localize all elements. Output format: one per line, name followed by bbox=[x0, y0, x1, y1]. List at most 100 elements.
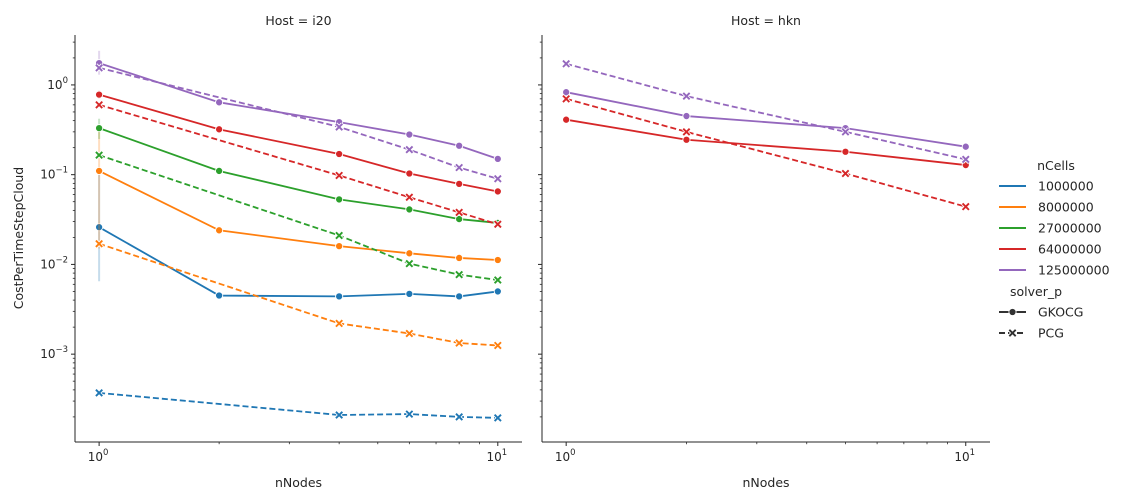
legend-title-ncells: nCells bbox=[1037, 158, 1075, 173]
legend: nCells 1000000 8000000 27000000 64000000 1250… bbox=[999, 158, 1110, 341]
legend-label: 125000000 bbox=[1038, 263, 1110, 278]
series-27000000-gkocg bbox=[95, 118, 502, 227]
data-point bbox=[95, 90, 104, 99]
data-point bbox=[405, 410, 414, 418]
data-point bbox=[493, 154, 502, 163]
data-point bbox=[405, 130, 414, 139]
data-point bbox=[95, 151, 103, 160]
data-point bbox=[455, 253, 464, 263]
data-point bbox=[95, 389, 103, 397]
data-point bbox=[493, 341, 502, 350]
y-axis-label: CostPerTimeStepCloud bbox=[11, 167, 26, 309]
data-point bbox=[562, 88, 571, 97]
y-tick-label: 10−3 bbox=[40, 345, 68, 361]
data-point bbox=[405, 259, 414, 268]
series-8000000-gkocg bbox=[95, 131, 502, 265]
data-point bbox=[405, 193, 414, 202]
data-point bbox=[493, 174, 502, 183]
panel-hkn: Host = hkn 100 101 nNodes bbox=[538, 13, 990, 490]
data-point bbox=[841, 127, 850, 136]
x-tick-label: 101 bbox=[954, 448, 975, 464]
data-point bbox=[961, 202, 970, 211]
series-64000000-pcg bbox=[561, 94, 971, 212]
data-point bbox=[455, 215, 464, 224]
data-point bbox=[335, 242, 344, 251]
data-point bbox=[335, 149, 344, 159]
data-point bbox=[335, 292, 344, 301]
series-27000000-pcg bbox=[94, 150, 503, 285]
legend-label: 8000000 bbox=[1038, 200, 1094, 215]
data-point bbox=[215, 125, 224, 134]
x-axis-label: nNodes bbox=[742, 475, 789, 490]
data-point bbox=[961, 155, 970, 164]
data-point bbox=[493, 187, 502, 196]
data-point bbox=[335, 123, 344, 131]
legend-label: GKOCG bbox=[1038, 305, 1083, 320]
data-point bbox=[493, 255, 502, 265]
data-point bbox=[95, 63, 103, 72]
data-point bbox=[455, 339, 464, 347]
data-point bbox=[682, 111, 691, 121]
data-point bbox=[961, 142, 970, 151]
legend-label: 64000000 bbox=[1038, 242, 1102, 257]
data-point bbox=[455, 413, 464, 421]
data-point bbox=[455, 141, 464, 150]
y-tick-label: 10−1 bbox=[40, 166, 68, 182]
data-point bbox=[682, 135, 691, 144]
series-125000000-gkocg bbox=[95, 50, 502, 163]
series-line bbox=[99, 392, 498, 419]
data-point bbox=[682, 92, 691, 101]
data-point bbox=[95, 166, 104, 176]
x-tick-label: 100 bbox=[88, 448, 109, 464]
x-tick-label: 101 bbox=[486, 448, 507, 464]
series-line bbox=[98, 242, 498, 347]
data-point bbox=[562, 115, 571, 124]
data-point bbox=[95, 239, 103, 248]
x-tick-label: 100 bbox=[555, 448, 576, 464]
data-point bbox=[455, 163, 464, 172]
series-line bbox=[98, 226, 498, 298]
data-point bbox=[493, 287, 502, 296]
data-point bbox=[335, 195, 344, 204]
data-point bbox=[455, 292, 464, 301]
legend-circle-marker bbox=[1008, 307, 1017, 317]
y-tick-label: 10−2 bbox=[40, 255, 68, 271]
data-point bbox=[405, 145, 414, 154]
data-point bbox=[335, 231, 344, 240]
series-8000000-pcg bbox=[94, 239, 503, 350]
panel-title: Host = i20 bbox=[265, 13, 331, 28]
legend-label: 1000000 bbox=[1038, 179, 1094, 194]
data-point bbox=[455, 208, 464, 217]
data-point bbox=[335, 171, 344, 180]
legend-label: PCG bbox=[1038, 326, 1064, 341]
data-point bbox=[493, 276, 502, 284]
data-point bbox=[215, 98, 224, 107]
series-line bbox=[565, 97, 966, 208]
series-line bbox=[566, 118, 966, 166]
series-line bbox=[98, 62, 499, 160]
series-line bbox=[98, 103, 499, 226]
data-point bbox=[841, 147, 850, 156]
data-point bbox=[405, 289, 414, 298]
series-line bbox=[565, 91, 966, 148]
data-point bbox=[562, 59, 571, 68]
data-point bbox=[682, 127, 691, 136]
series-line bbox=[98, 127, 498, 224]
data-point bbox=[405, 169, 414, 178]
data-point bbox=[95, 124, 104, 133]
data-point bbox=[493, 414, 502, 422]
series-125000000-gkocg bbox=[562, 88, 970, 151]
data-point bbox=[95, 223, 104, 232]
legend-title-solver: solver_p bbox=[1010, 284, 1062, 299]
data-point bbox=[455, 270, 464, 279]
data-point bbox=[215, 166, 224, 176]
series-125000000-pcg bbox=[94, 63, 503, 184]
series-64000000-pcg bbox=[94, 100, 503, 229]
data-point bbox=[335, 319, 344, 328]
data-point bbox=[95, 100, 103, 109]
data-point bbox=[455, 179, 464, 188]
panel-title: Host = hkn bbox=[731, 13, 801, 28]
series-line bbox=[98, 93, 498, 193]
series-125000000-pcg bbox=[561, 59, 971, 164]
x-axis-label: nNodes bbox=[275, 475, 322, 490]
